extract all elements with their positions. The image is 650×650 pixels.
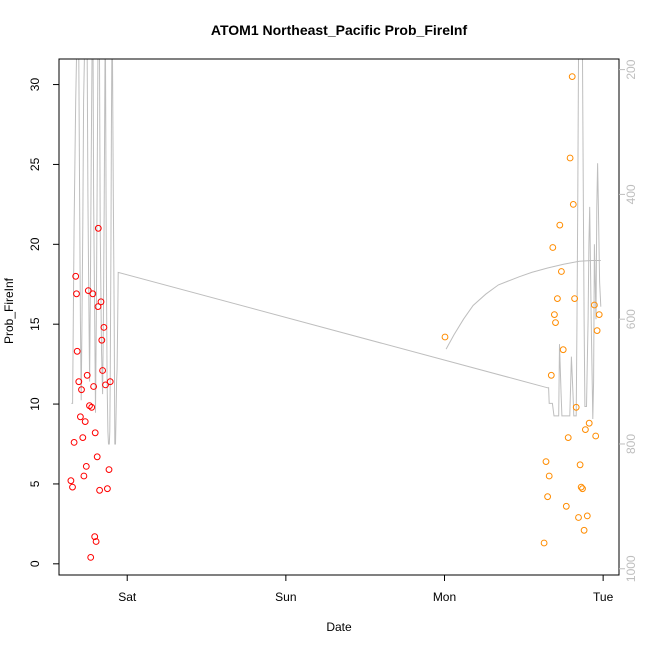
data-point: [89, 290, 97, 298]
plot-frame: [58, 58, 620, 576]
data-point: [552, 319, 559, 327]
data-point: [94, 224, 102, 232]
data-point: [93, 453, 101, 461]
data-point: [547, 371, 555, 379]
y-tick-label: 30: [28, 78, 42, 92]
y-tick-label: 10: [28, 397, 42, 411]
data-point: [105, 466, 113, 474]
x-tick-label: Sat: [118, 590, 137, 604]
data-point: [91, 429, 99, 437]
data-point: [72, 272, 80, 280]
scatter-points-layer: [67, 73, 603, 561]
data-point: [544, 493, 551, 501]
data-point: [80, 472, 88, 480]
chart-title: ATOM1 Northeast_Pacific Prob_FireInf: [211, 22, 468, 38]
data-point: [79, 434, 87, 442]
y-tick-label: 20: [28, 237, 42, 251]
data-point: [91, 533, 99, 541]
data-point: [575, 514, 582, 521]
y2-tick-label: 600: [624, 309, 638, 329]
data-point: [99, 367, 106, 374]
data-point: [84, 287, 92, 295]
x-tick-label: Sun: [275, 590, 296, 604]
data-point: [568, 73, 576, 80]
data-point: [559, 346, 567, 354]
y-tick-label: 15: [28, 317, 42, 331]
data-point: [549, 244, 557, 251]
data-point: [97, 298, 105, 306]
data-point: [591, 301, 598, 309]
data-point: [542, 458, 550, 466]
data-point: [585, 419, 593, 427]
data-point: [572, 403, 580, 411]
data-point: [576, 461, 584, 469]
data-point: [82, 463, 90, 470]
data-point: [558, 268, 565, 275]
y2-tick-label: 800: [624, 434, 638, 454]
data-point: [94, 303, 102, 311]
data-point: [92, 538, 100, 545]
data-point: [562, 502, 570, 510]
data-point: [566, 154, 574, 162]
line-series-segment: [71, 59, 602, 445]
x-tick-label: Tue: [593, 590, 614, 604]
data-point: [78, 386, 85, 394]
y-tick-label: 5: [28, 480, 42, 487]
data-point: [577, 483, 585, 491]
data-point: [582, 426, 589, 434]
y2-tick-label: 200: [624, 59, 638, 79]
line-series-layer: [71, 59, 602, 445]
data-point: [551, 311, 558, 319]
data-point: [564, 434, 572, 442]
data-point: [87, 554, 95, 561]
data-point: [77, 413, 84, 421]
data-point: [583, 512, 591, 520]
data-point: [104, 485, 111, 493]
data-point: [88, 403, 96, 411]
data-point: [102, 381, 109, 389]
data-point: [569, 201, 577, 208]
data-point: [593, 327, 601, 335]
y-axis-left: 0 5 10 15 20 25 30: [28, 78, 59, 567]
x-axis-label: Date: [326, 620, 352, 634]
data-point: [571, 295, 578, 303]
data-point: [70, 439, 78, 446]
data-point: [81, 418, 89, 426]
data-point: [592, 432, 600, 440]
data-point: [90, 383, 97, 390]
data-point: [579, 485, 586, 493]
data-point: [96, 486, 103, 494]
data-point: [83, 371, 91, 379]
data-point: [540, 539, 548, 547]
data-point: [73, 347, 81, 355]
y2-tick-label: 1000: [624, 555, 638, 582]
x-axis: Sat Sun Mon Tue: [118, 575, 614, 604]
data-point: [554, 295, 561, 303]
data-point: [545, 472, 553, 480]
y2-tick-label: 400: [624, 184, 638, 204]
data-point: [69, 483, 76, 491]
data-point: [73, 290, 80, 298]
y-tick-label: 0: [28, 560, 42, 567]
data-point: [75, 378, 83, 386]
y-axis-label: Prob_FireInf: [2, 277, 16, 344]
data-point: [67, 477, 75, 485]
line-series-segment: [445, 260, 601, 350]
data-point: [556, 221, 564, 229]
data-point: [98, 336, 106, 344]
y-tick-label: 25: [28, 157, 42, 171]
y-axis-right: 200 400 600 800 1000: [619, 59, 638, 582]
data-point: [580, 526, 588, 534]
data-point: [106, 378, 114, 386]
x-tick-label: Mon: [433, 590, 456, 604]
data-point: [441, 333, 449, 341]
data-point: [595, 311, 603, 319]
data-point: [100, 324, 108, 331]
